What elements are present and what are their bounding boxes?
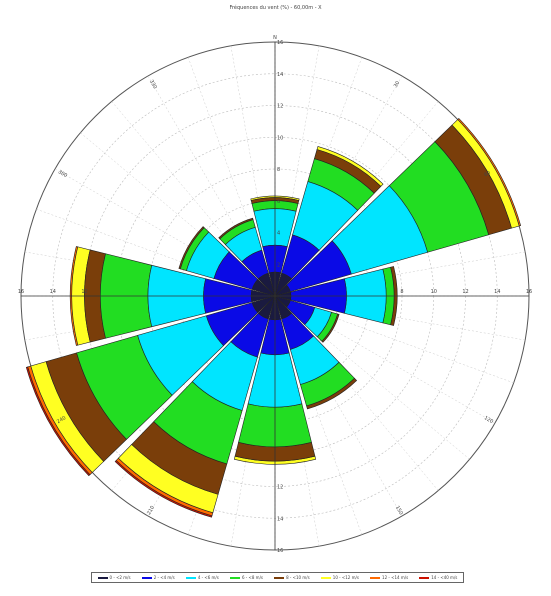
sector-150 [274,295,358,410]
tick-label-west: 12 [81,289,87,295]
legend-item: 14 - <40 m/s [419,575,457,580]
tick-label-east: 14 [494,289,500,295]
tick-label-west: 16 [18,289,24,295]
tick-label-north: 16 [277,40,283,46]
angle-label: 210 [146,505,156,516]
tick-label-north: 8 [277,167,280,173]
tick-label-east: 12 [462,289,468,295]
legend-item: 12 - <14 m/s [370,575,408,580]
legend-swatch [419,576,430,579]
sector-bin [274,295,291,308]
angle-label: 330 [148,79,158,90]
sector-bin [274,284,291,297]
angle-label: 120 [483,415,494,425]
legend-item: 8 - <10 m/s [274,575,310,580]
tick-label-south: 14 [277,516,283,522]
legend-item: 4 - <6 m/s [185,575,219,580]
legend-label: 12 - <14 m/s [382,575,409,580]
legend-label: 4 - <6 m/s [197,575,219,580]
legend: 0 - <2 m/s 2 - <4 m/s 4 - <6 m/s 6 - <8 m/s… [91,572,464,583]
legend-swatch [320,576,331,579]
sector-330 [218,217,276,297]
legend-label: 6 - <8 m/s [241,575,263,580]
tick-label-north: 4 [277,231,280,237]
angle-label: 60 [483,170,492,178]
sector-bin [274,272,292,297]
tick-label-north: 14 [277,72,283,78]
tick-label-west: 14 [50,289,56,295]
angle-label: 240 [56,415,67,425]
angle-label: 150 [394,505,404,516]
tick-label-south: 16 [277,548,283,554]
legend-swatch [185,576,196,579]
legend-label: 2 - <4 m/s [153,575,175,580]
angle-label: 300 [57,169,68,179]
legend-label: 0 - <2 m/s [109,575,131,580]
legend-swatch [229,576,240,579]
tick-label-east: 8 [400,289,403,295]
tick-label-south: 12 [277,485,283,491]
sector-bin [251,279,276,297]
chart-title: Fréquences du vent (%) - 60,00m - X [229,5,322,11]
sector-30 [274,146,384,297]
legend-swatch [274,576,285,579]
polar-axes [21,42,529,550]
tick-label-north: 10 [277,135,283,141]
legend-label: 14 - <40 m/s [431,575,458,580]
legend-item: 2 - <4 m/s [141,575,175,580]
legend-swatch [370,576,381,579]
legend-swatch [97,576,108,579]
legend-swatch [141,576,152,579]
legend-label: 8 - <10 m/s [286,575,310,580]
angle-label: 30 [393,80,401,89]
wind-sectors [25,118,522,518]
sector-120 [274,295,340,343]
legend-label: 10 - <12 m/s [332,575,359,580]
tick-label-north: 12 [277,104,283,110]
sector-60 [274,118,522,297]
tick-label-north: 6 [277,199,280,205]
legend-item: 6 - <8 m/s [229,575,263,580]
sector-210 [114,295,276,518]
sector-bin [258,272,276,297]
sector-300 [178,226,276,297]
tick-label-east: 10 [431,289,437,295]
direction-label-north: N [273,35,277,41]
sector-bin [251,295,276,313]
sector-240 [25,295,276,477]
sector-bin [258,295,276,320]
legend-item: 10 - <12 m/s [320,575,359,580]
legend-item: 0 - <2 m/s [97,575,131,580]
tick-label-north: 2 [277,262,280,268]
sector-bin [274,295,292,320]
tick-label-east: 16 [526,289,532,295]
